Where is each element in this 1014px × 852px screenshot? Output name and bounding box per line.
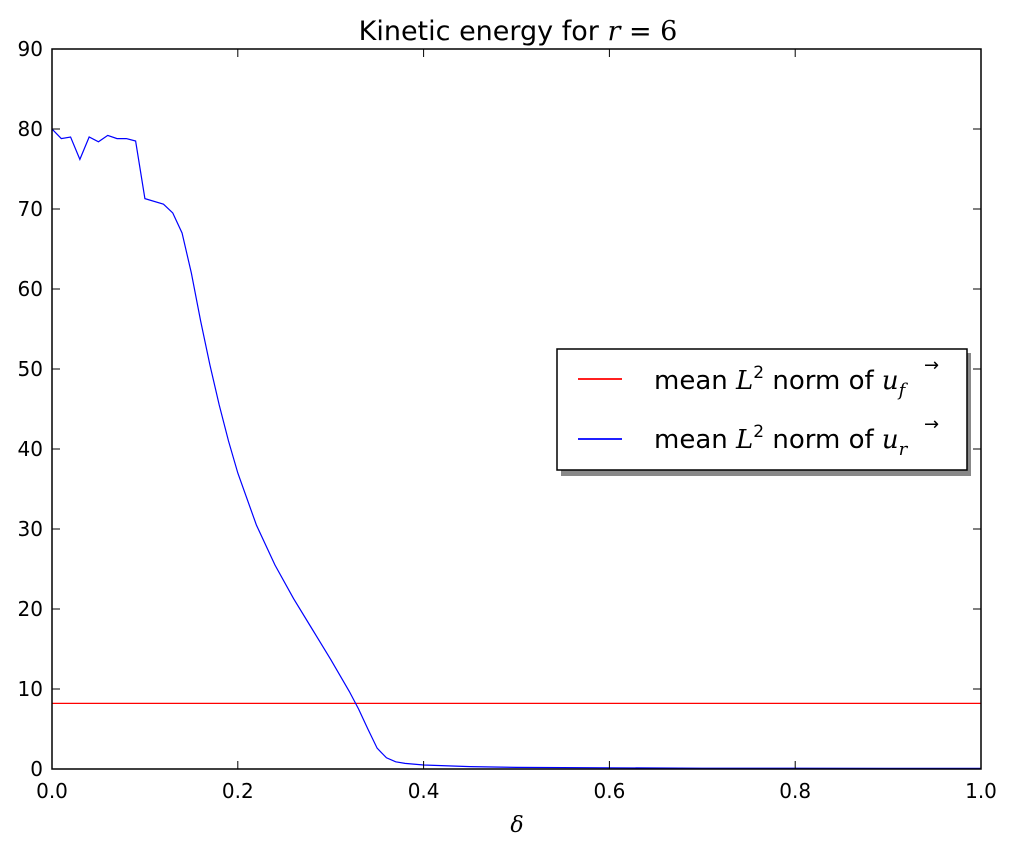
x-tick-label: 0.8 (779, 779, 811, 803)
x-tick-label: 1.0 (965, 779, 997, 803)
chart-title-math-var: r (607, 16, 622, 47)
legend-label-u-r-pre: mean (654, 425, 736, 455)
y-tick-label: 80 (18, 117, 43, 141)
x-tick-label: 0.0 (36, 779, 68, 803)
y-tick-label: 0 (30, 757, 43, 781)
x-axis-label: δ (510, 813, 523, 838)
chart-title-math-val: 6 (660, 16, 677, 47)
y-tick-label: 60 (18, 277, 43, 301)
y-tick-label: 40 (18, 437, 43, 461)
series-line-1 (52, 128, 981, 769)
y-tick-label: 90 (18, 37, 43, 61)
y-tick-label: 70 (18, 197, 43, 221)
x-tick-label: 0.4 (408, 779, 440, 803)
legend-label-u-f: mean L2 norm of uf (654, 363, 909, 401)
vector-arrow-icon: → (924, 414, 939, 435)
y-tick-label: 10 (18, 677, 43, 701)
x-tick-label: 0.2 (222, 779, 254, 803)
legend-label-u-r-sup: 2 (753, 422, 764, 442)
series-layer (52, 128, 981, 769)
legend: mean L2 norm of uf → mean L2 norm of ur … (556, 348, 971, 476)
tick-labels-layer: 0.0 0.2 0.4 0.6 0.8 1.0 0 10 20 30 40 50 60 70 80 90 (18, 37, 997, 803)
legend-label-u-f-u: u (882, 366, 899, 396)
legend-label-u-f-sup: 2 (753, 363, 764, 383)
legend-label-u-r: mean L2 norm of ur (654, 422, 909, 460)
y-tick-label: 50 (18, 357, 43, 381)
chart-title: Kinetic energy for r = 6 (359, 16, 678, 47)
legend-label-u-r-sub: r (899, 439, 909, 460)
y-tick-label: 30 (18, 517, 43, 541)
legend-box (556, 348, 968, 471)
legend-label-u-r-L: L (735, 425, 753, 455)
legend-label-u-f-L: L (735, 366, 753, 396)
legend-label-u-f-pre: mean (654, 366, 736, 396)
legend-label-u-r-mid: norm of (764, 425, 882, 455)
plot-frame (51, 48, 982, 770)
vector-arrow-icon: → (924, 355, 939, 376)
legend-label-u-f-mid: norm of (764, 366, 882, 396)
x-tick-label: 0.6 (593, 779, 625, 803)
y-tick-label: 20 (18, 597, 43, 621)
chart-title-prefix: Kinetic energy for (359, 16, 608, 47)
legend-label-u-r-u: u (882, 425, 899, 455)
chart-title-math-eq: = (620, 16, 660, 47)
